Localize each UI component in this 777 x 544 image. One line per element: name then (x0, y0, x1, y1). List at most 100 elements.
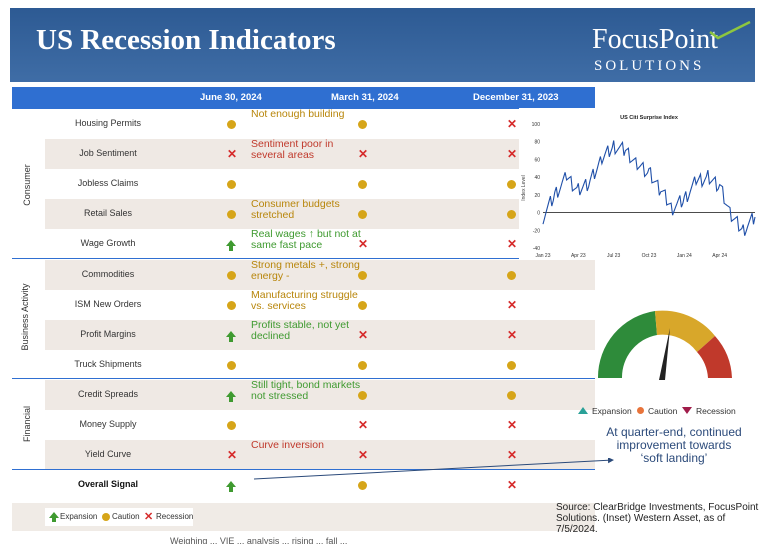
expansion-arrow-icon (49, 512, 59, 522)
caution-dot-icon (358, 180, 367, 190)
table-row: Retail Sales Consumer budgets stretched (45, 198, 595, 230)
chart-series-line (542, 140, 756, 236)
gauge-legend-caution-icon (637, 407, 644, 414)
caution-dot-icon (507, 270, 516, 280)
chart-ytick-label: 20 (534, 193, 540, 199)
chart-xtick-label: Apr 23 (571, 253, 586, 259)
inset-chart-svg: US Citi Surprise Index Index Level 100 80… (521, 115, 756, 259)
gauge-legend-expansion: Expansion (592, 406, 632, 416)
expansion-arrow-icon (226, 389, 238, 402)
table-row: Jobless Claims (45, 169, 595, 199)
chart-xtick-label: Jan 23 (535, 253, 550, 259)
expansion-arrow-icon (226, 479, 238, 493)
chart-ytick-label: 0 (537, 211, 540, 217)
source-note: Source: ClearBridge Investments, FocusPo… (556, 502, 759, 535)
caution-dot-icon (358, 390, 367, 400)
callout-text: At quarter-end, continued improvement to… (606, 425, 742, 465)
group-separator (12, 258, 595, 259)
row-label: Retail Sales (83, 208, 133, 219)
row-label: ISM New Orders (74, 298, 142, 309)
slide-title: US Recession Indicators (36, 24, 336, 56)
row-label: Commodities (81, 268, 135, 279)
recession-x-icon: ✕ (506, 117, 518, 131)
row-label: Housing Permits (74, 118, 142, 128)
caution-dot-icon (227, 180, 236, 190)
table-row: Money Supply ✕ ✕ (45, 410, 595, 440)
row-label: Overall Signal (77, 479, 139, 490)
logo-text-focuspoint: FocusPoint (592, 24, 719, 55)
row-note: Profits stable, not yet declined (251, 318, 350, 342)
chart-xtick-label: Jan 24 (677, 253, 692, 259)
caution-dot-icon (358, 270, 367, 280)
caution-dot-icon (227, 360, 236, 370)
caution-dot-icon (227, 300, 236, 310)
gauge-caution-segment (655, 310, 715, 352)
chart-ytick-label: -40 (533, 246, 540, 252)
caution-dot-icon (102, 513, 110, 521)
gauge-legend-caution: Caution (648, 406, 678, 416)
caution-dot-icon (358, 210, 367, 220)
group-label-financial: Financial (22, 405, 32, 443)
row-label: Jobless Claims (77, 178, 139, 189)
caution-dot-icon (507, 360, 516, 370)
chart-ytick-label: 40 (534, 175, 540, 181)
gauge-recession-segment (697, 336, 732, 378)
chart-ytick-label: -20 (533, 228, 540, 234)
table-row: Wage Growth ✕ ✕ Real wages ↑ but not at sam… (45, 229, 595, 259)
table-row: Yield Curve ✕ ✕ ✕ Curve inversion (45, 440, 595, 471)
row-note: Strong metals +, strong energy - (251, 258, 360, 282)
group-label-consumer: Consumer (22, 164, 32, 206)
caution-dot-icon (358, 360, 367, 370)
recession-x-icon: ✕ (357, 448, 369, 463)
chart-ytick-label: 80 (534, 140, 540, 146)
legend-recession: Recession (156, 512, 194, 521)
chart-xtick-label: Apr 24 (712, 253, 727, 259)
recession-x-icon: ✕ (506, 327, 518, 342)
table-row: Housing Permits ✕ Not enough building (45, 109, 595, 139)
row-note: Sentiment poor in several areas (251, 138, 334, 162)
inset-chart: US Citi Surprise Index Index Level 100 80… (519, 108, 759, 260)
legend-box (45, 508, 193, 526)
caution-dot-icon (227, 421, 236, 430)
row-note: Still tight, bond markets not stressed (251, 378, 361, 402)
recession-x-icon: ✕ (506, 297, 518, 312)
row-note: Consumer budgets stretched (251, 198, 340, 222)
logo-text-solutions: SOLUTIONS (594, 58, 705, 74)
caution-dot-icon (507, 210, 516, 220)
recession-gauge (597, 310, 732, 380)
recession-x-icon: ✕ (506, 418, 518, 432)
recession-x-icon: ✕ (144, 511, 154, 523)
expansion-arrow-icon (226, 238, 238, 252)
chart-ylabel: Index Level (521, 175, 527, 201)
callout-arrow (253, 458, 614, 480)
recession-x-icon: ✕ (357, 147, 369, 162)
recession-x-icon: ✕ (226, 147, 238, 162)
column-header-jun: June 30, 2024 (200, 92, 262, 103)
gauge-legend-expansion-icon (578, 407, 588, 414)
table-row: Job Sentiment ✕ ✕ ✕ Sentiment poor in severa… (45, 138, 595, 170)
column-header-mar: March 31, 2024 (331, 92, 399, 103)
gauge-needle (659, 328, 670, 380)
chart-ytick-label: 60 (534, 157, 540, 163)
chart-title: US Citi Surprise Index (620, 115, 679, 121)
row-note: Real wages ↑ but not at same fast pace (251, 228, 361, 252)
row-label: Job Sentiment (79, 148, 137, 159)
gauge-expansion-segment (597, 311, 657, 378)
table-row: Commodities Strong metals +, strong energ… (45, 258, 595, 290)
logo-check-icon (709, 20, 751, 40)
group-separator (12, 378, 595, 379)
recession-x-icon: ✕ (506, 237, 518, 252)
row-label: Truck Shipments (74, 358, 142, 369)
caution-dot-icon (227, 120, 236, 129)
bottom-cut-text: Weighing ... VIE ... analysis ... rising… (170, 536, 348, 544)
chart-xtick-label: Oct 23 (642, 253, 657, 259)
chart-xtick-label: Jul 23 (607, 253, 621, 259)
caution-dot-icon (227, 210, 236, 220)
caution-dot-icon (358, 300, 367, 310)
caution-dot-icon (507, 180, 516, 190)
caution-dot-icon (507, 390, 516, 400)
gauge-legend-recession: Recession (696, 406, 736, 416)
recession-x-icon: ✕ (357, 237, 369, 252)
table-row: Overall Signal ✕ (45, 470, 595, 500)
row-label: Yield Curve (84, 449, 132, 460)
